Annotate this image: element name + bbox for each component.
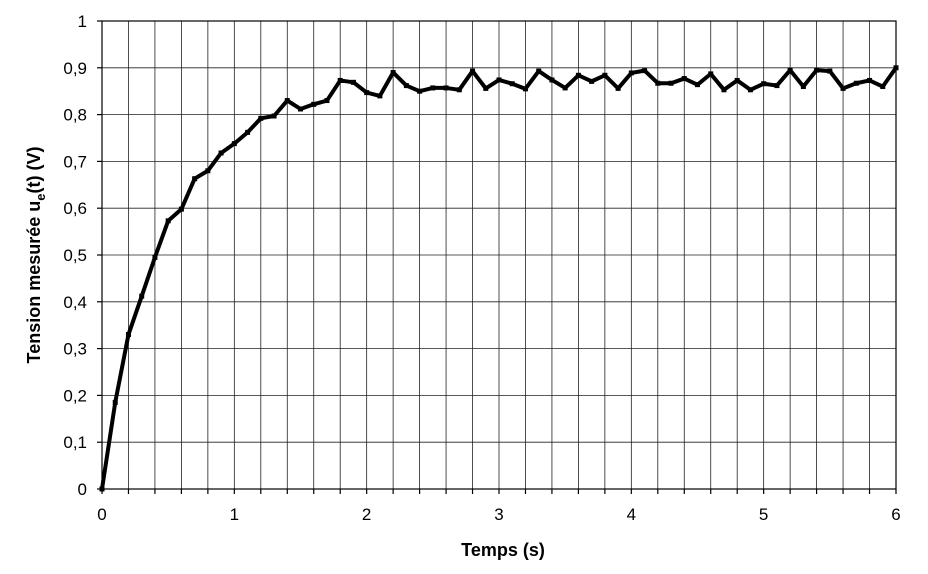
data-point (589, 78, 595, 84)
data-point (139, 293, 145, 299)
y-tick-label: 0,1 (63, 433, 87, 452)
data-point (271, 113, 277, 119)
data-point (192, 176, 198, 182)
data-point (549, 77, 555, 83)
data-point (245, 129, 251, 135)
data-point (774, 83, 780, 89)
y-tick-label: 0 (78, 480, 87, 499)
x-axis-title: Temps (s) (461, 540, 545, 560)
y-axis-title-subscript: e (33, 194, 48, 201)
data-point (668, 80, 674, 86)
data-point (178, 206, 184, 212)
data-point (536, 68, 542, 74)
data-point (218, 150, 224, 156)
data-point (364, 90, 370, 96)
data-point (377, 93, 383, 99)
data-point (350, 79, 356, 85)
data-point (628, 70, 634, 76)
x-tick-label: 3 (494, 505, 503, 524)
data-point (125, 332, 131, 338)
data-point (165, 218, 171, 224)
grid-layer (102, 21, 896, 489)
data-point (655, 80, 661, 86)
x-tick-label: 5 (759, 505, 768, 524)
data-point (470, 68, 476, 74)
data-point (761, 81, 767, 87)
data-point (615, 85, 621, 91)
y-tick-label: 0,7 (63, 152, 87, 171)
x-tick-label: 4 (627, 505, 636, 524)
data-point (681, 76, 687, 82)
data-point (787, 67, 793, 73)
data-point (827, 68, 833, 74)
data-point (205, 168, 211, 174)
data-point (814, 67, 820, 73)
data-point (403, 83, 409, 89)
y-tick-label: 0,3 (63, 340, 87, 359)
data-point (800, 84, 806, 90)
y-axis-title-tail: (t) (V) (24, 147, 44, 194)
data-point (337, 77, 343, 83)
tick-layer: 0 0,1 0,2 0,3 0,4 0,5 0,6 0,7 0,8 0,9 1 0 1 2 3 4 5 6 (63, 12, 900, 524)
y-tick-label: 0,2 (63, 386, 87, 405)
data-point (152, 254, 158, 260)
data-point (734, 77, 740, 83)
data-point (721, 87, 727, 93)
data-point (522, 86, 528, 92)
x-tick-label: 0 (97, 505, 106, 524)
data-point (298, 106, 303, 112)
data-point (880, 84, 886, 90)
data-point (496, 77, 502, 83)
data-point (840, 85, 846, 91)
y-tick-label: 0,5 (63, 246, 87, 265)
y-tick-label: 0,9 (63, 59, 87, 78)
y-tick-label: 0,4 (63, 293, 87, 312)
data-point (867, 77, 873, 83)
y-axis-title-main: Tension mesurée u (24, 201, 44, 364)
series-layer (99, 65, 899, 492)
data-point (483, 85, 489, 91)
x-tick-label: 6 (891, 505, 900, 524)
y-tick-label: 0,6 (63, 199, 87, 218)
data-point (324, 98, 330, 104)
data-point (430, 85, 436, 91)
data-point (562, 85, 568, 91)
data-point (456, 87, 462, 93)
data-point (708, 71, 714, 77)
data-point (390, 69, 396, 75)
data-point (853, 80, 859, 86)
data-point (311, 101, 317, 107)
x-tick-label: 2 (362, 505, 371, 524)
data-point (695, 82, 700, 88)
data-point (893, 65, 899, 71)
data-point (231, 141, 237, 147)
y-tick-label: 1 (78, 12, 87, 31)
y-axis-title: Tension mesurée ue(t) (V) (24, 147, 48, 364)
data-point (443, 85, 449, 91)
data-point (258, 115, 264, 121)
x-tick-label: 1 (230, 505, 239, 524)
data-point (747, 87, 753, 93)
data-point (602, 72, 608, 78)
data-point (575, 72, 581, 78)
data-point (417, 88, 423, 94)
data-point (284, 98, 290, 104)
data-point (642, 68, 648, 74)
data-point (112, 399, 118, 405)
y-tick-label: 0,8 (63, 106, 87, 125)
data-point (509, 81, 515, 87)
